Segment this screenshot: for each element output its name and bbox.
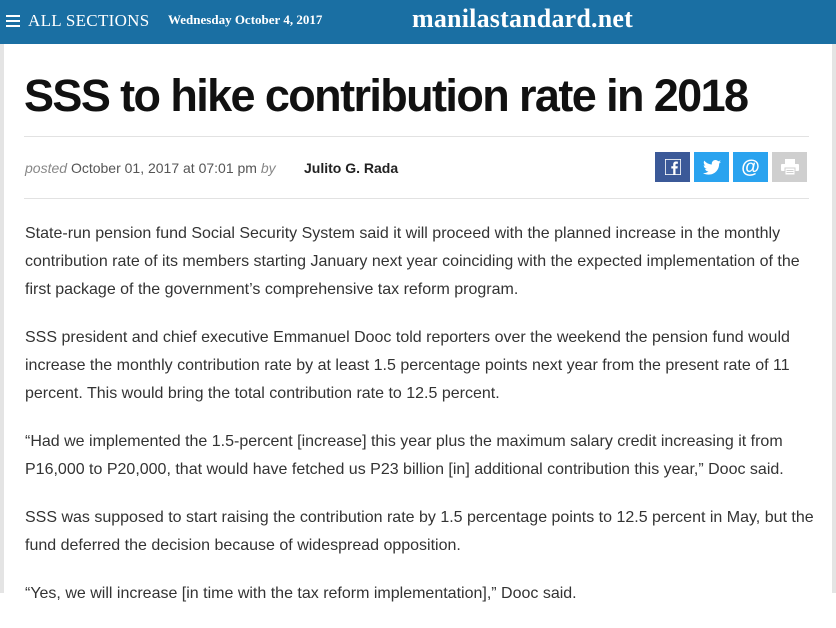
print-button[interactable] bbox=[772, 152, 807, 182]
posted-label: posted bbox=[25, 160, 68, 176]
facebook-icon bbox=[664, 159, 681, 175]
by-label: by bbox=[260, 160, 276, 176]
site-logo[interactable]: manilastandard.net bbox=[412, 4, 634, 33]
print-icon bbox=[780, 159, 799, 175]
article-paragraph: “Had we implemented the 1.5-percent [inc… bbox=[25, 433, 784, 478]
article-paragraph: SSS was supposed to start raising the co… bbox=[25, 509, 814, 554]
current-date: Wednesday October 4, 2017 bbox=[168, 12, 323, 27]
all-sections-menu-button[interactable]: ALL SECTIONS bbox=[6, 9, 150, 33]
meta-divider bbox=[24, 198, 809, 199]
title-divider bbox=[24, 136, 809, 137]
right-scroll-edge bbox=[832, 44, 836, 593]
twitter-icon bbox=[702, 159, 721, 175]
article-meta: posted October 01, 2017 at 07:01 pm by bbox=[25, 160, 276, 176]
top-navigation-bar: ALL SECTIONS Wednesday October 4, 2017 m… bbox=[0, 0, 836, 44]
article-body: State-run pension fund Social Security S… bbox=[25, 220, 815, 628]
share-buttons: @ bbox=[655, 152, 807, 182]
author-name[interactable]: Julito G. Rada bbox=[304, 160, 399, 176]
article-paragraph: State-run pension fund Social Security S… bbox=[25, 225, 800, 298]
twitter-share-button[interactable] bbox=[694, 152, 729, 182]
all-sections-label: ALL SECTIONS bbox=[28, 11, 150, 30]
email-icon: @ bbox=[741, 156, 760, 178]
posted-datetime: October 01, 2017 at 07:01 pm bbox=[70, 160, 257, 176]
article-paragraph: SSS president and chief executive Emmanu… bbox=[25, 329, 790, 402]
article-title: SSS to hike contribution rate in 2018 bbox=[24, 70, 749, 121]
facebook-share-button[interactable] bbox=[655, 152, 690, 182]
hamburger-icon bbox=[6, 15, 20, 27]
left-page-border bbox=[0, 44, 4, 593]
article-paragraph: “Yes, we will increase [in time with the… bbox=[25, 585, 577, 602]
email-share-button[interactable]: @ bbox=[733, 152, 768, 182]
